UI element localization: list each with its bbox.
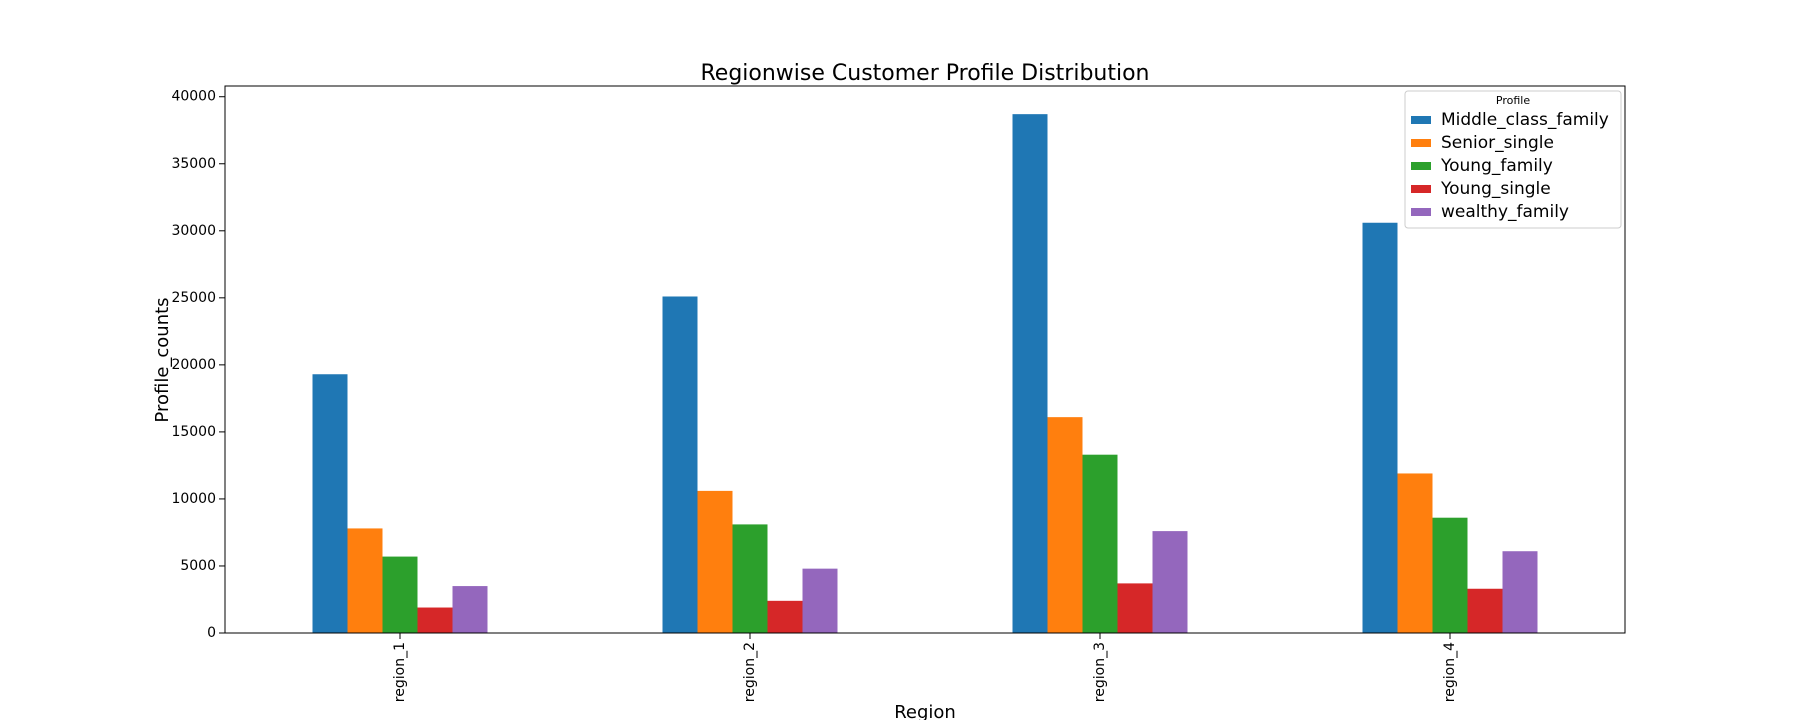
x-tick-label-region_1: region_1 (392, 642, 408, 702)
y-tick-label-15000: 15000 (171, 424, 216, 440)
legend-swatch-Middle_class_family (1411, 116, 1431, 124)
x-tick-label-region_2: region_2 (742, 642, 758, 702)
bars-group (312, 114, 1538, 633)
y-tick-label-35000: 35000 (171, 156, 216, 172)
legend: Profile Middle_class_family Senior_single… (1404, 90, 1622, 229)
bar-region_1-Young_family (382, 556, 418, 633)
legend-label-wealthy_family: wealthy_family (1441, 202, 1569, 222)
bar-region_2-Young_family (732, 524, 768, 633)
bar-region_1-Young_single (417, 607, 453, 633)
y-tick-label-25000: 25000 (171, 290, 216, 306)
legend-label-Senior_single: Senior_single (1441, 133, 1554, 153)
y-tick-label-5000: 5000 (180, 558, 216, 574)
y-axis-ticks: 0 5000 10000 15000 20000 25000 30000 35000 40000 (171, 89, 225, 641)
legend-title: Profile (1496, 94, 1530, 107)
legend-swatch-Young_family (1411, 162, 1431, 170)
bar-region_3-Senior_single (1047, 417, 1083, 633)
bar-region_3-Young_single (1117, 583, 1153, 633)
x-axis-ticks: region_1 region_2 region_3 region_4 (392, 633, 1458, 702)
chart-title: Regionwise Customer Profile Distribution (700, 61, 1149, 86)
bar-region_3-wealthy_family (1152, 531, 1188, 633)
bar-region_4-wealthy_family (1502, 551, 1538, 633)
y-tick-label-40000: 40000 (171, 89, 216, 105)
y-tick-label-30000: 30000 (171, 223, 216, 239)
legend-box (1404, 90, 1622, 229)
legend-swatch-Young_single (1411, 185, 1431, 193)
bar-region_2-Young_single (767, 600, 803, 633)
legend-swatch-wealthy_family (1411, 208, 1431, 216)
y-tick-label-10000: 10000 (171, 491, 216, 507)
bar-region_1-wealthy_family (452, 586, 488, 633)
bar-region_4-Young_single (1467, 588, 1503, 633)
y-tick-label-20000: 20000 (171, 357, 216, 373)
bar-region_2-Middle_class_family (662, 296, 698, 633)
bar-region_3-Middle_class_family (1012, 114, 1048, 633)
bar-region_3-Young_family (1082, 454, 1118, 633)
legend-swatch-Senior_single (1411, 139, 1431, 147)
legend-label-Middle_class_family: Middle_class_family (1441, 110, 1609, 130)
bar-region_4-Young_family (1432, 517, 1468, 633)
x-tick-label-region_3: region_3 (1092, 642, 1108, 702)
bar-region_1-Senior_single (347, 528, 383, 633)
x-tick-label-region_4: region_4 (1442, 642, 1458, 702)
legend-label-Young_single: Young_single (1440, 179, 1551, 199)
x-axis-label: Region (894, 702, 956, 720)
bar-region_4-Middle_class_family (1362, 222, 1398, 633)
bar-region_4-Senior_single (1397, 473, 1433, 633)
bar-region_1-Middle_class_family (312, 374, 348, 633)
bar-region_2-Senior_single (697, 490, 733, 633)
bar-region_2-wealthy_family (802, 568, 838, 633)
plot-frame (224, 85, 1626, 634)
y-tick-label-0: 0 (207, 625, 216, 641)
y-axis-label: Profile_counts (152, 297, 173, 422)
legend-label-Young_family: Young_family (1440, 156, 1553, 176)
